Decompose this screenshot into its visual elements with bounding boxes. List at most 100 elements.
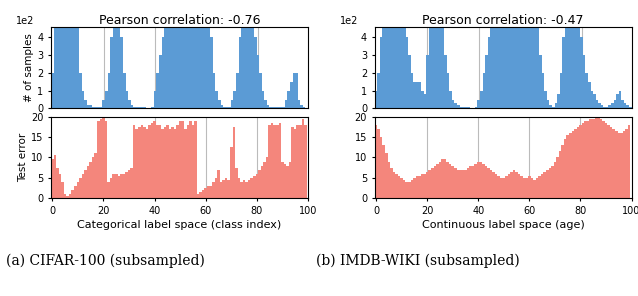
Bar [498, 2, 501, 108]
Text: (a) CIFAR-100 (subsampled): (a) CIFAR-100 (subsampled) [6, 253, 205, 268]
Bar [382, 0, 385, 108]
Bar [61, 0, 64, 108]
Bar [444, 160, 447, 198]
Bar [298, 99, 300, 108]
Bar [135, 129, 138, 198]
Bar [415, 176, 418, 198]
Bar [449, 91, 452, 108]
Bar [246, 0, 249, 108]
Bar [231, 99, 234, 108]
Bar [84, 99, 87, 108]
Bar [214, 178, 217, 198]
Bar [299, 125, 302, 198]
Bar [582, 123, 584, 198]
Bar [421, 91, 424, 108]
Bar [128, 170, 130, 198]
Bar [523, 178, 526, 198]
Y-axis label: Test error: Test error [19, 133, 28, 182]
Bar [105, 91, 108, 108]
Bar [133, 125, 135, 198]
Bar [526, 0, 529, 108]
Bar [189, 121, 191, 198]
Bar [274, 107, 277, 108]
Bar [115, 174, 117, 198]
Bar [602, 121, 605, 198]
Bar [572, 0, 575, 108]
Bar [526, 178, 528, 198]
Bar [253, 176, 256, 198]
Bar [84, 170, 87, 198]
Bar [560, 73, 562, 108]
Bar [413, 82, 416, 108]
Bar [232, 127, 235, 198]
Bar [559, 151, 561, 198]
Bar [401, 0, 403, 108]
Bar [420, 174, 423, 198]
Bar [179, 121, 181, 198]
Bar [125, 172, 128, 198]
Bar [423, 174, 426, 198]
Title: Pearson correlation: -0.76: Pearson correlation: -0.76 [99, 14, 260, 27]
Bar [439, 162, 441, 198]
Bar [614, 99, 616, 108]
Bar [303, 107, 306, 108]
Bar [396, 0, 398, 108]
Bar [107, 182, 110, 198]
Bar [145, 129, 148, 198]
Bar [521, 176, 523, 198]
Bar [263, 162, 266, 198]
Bar [191, 125, 194, 198]
Bar [480, 91, 482, 108]
Bar [477, 99, 480, 108]
Bar [279, 123, 281, 198]
Bar [498, 176, 500, 198]
Bar [441, 20, 444, 108]
Bar [577, 20, 580, 108]
Bar [306, 107, 308, 108]
Bar [580, 37, 582, 108]
Bar [267, 105, 269, 108]
Bar [482, 73, 485, 108]
Bar [151, 107, 154, 108]
Bar [172, 0, 174, 108]
Bar [519, 0, 521, 108]
Bar [587, 121, 590, 198]
Bar [274, 125, 276, 198]
Bar [467, 168, 470, 198]
Bar [569, 133, 572, 198]
Bar [493, 20, 496, 108]
Bar [593, 94, 596, 108]
Bar [444, 55, 447, 108]
Bar [431, 168, 433, 198]
Bar [251, 20, 254, 108]
Bar [141, 107, 144, 108]
Bar [121, 37, 123, 108]
Text: (b) IMDB-WIKI (subsampled): (b) IMDB-WIKI (subsampled) [316, 253, 520, 268]
Bar [467, 107, 470, 108]
Bar [199, 192, 202, 198]
Bar [611, 103, 614, 108]
Bar [69, 0, 71, 108]
Bar [200, 0, 203, 108]
Bar [228, 107, 231, 108]
Text: 1e2: 1e2 [16, 16, 34, 26]
Bar [503, 0, 506, 108]
Bar [392, 172, 395, 198]
Bar [187, 0, 189, 108]
Bar [71, 190, 74, 198]
Bar [245, 182, 248, 198]
Bar [397, 176, 400, 198]
Bar [557, 94, 560, 108]
Bar [169, 0, 172, 108]
Bar [236, 73, 239, 108]
Bar [112, 174, 115, 198]
Bar [285, 99, 287, 108]
Bar [94, 107, 97, 108]
Bar [606, 107, 609, 108]
Bar [138, 127, 140, 198]
Bar [514, 0, 516, 108]
Bar [586, 73, 588, 108]
Bar [235, 168, 237, 198]
Bar [612, 129, 615, 198]
Bar [294, 129, 297, 198]
